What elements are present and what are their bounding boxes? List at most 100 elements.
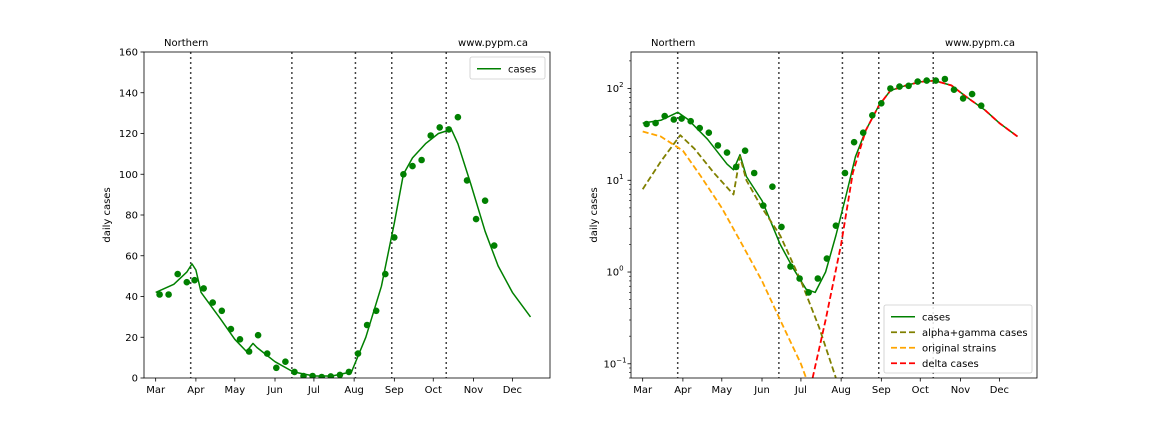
data-point-4 [678, 115, 685, 122]
data-point-26 [878, 100, 885, 107]
data-point-0 [156, 291, 163, 298]
data-point-35 [959, 95, 967, 102]
y-tick-label: 100 [119, 170, 138, 181]
data-point-22 [354, 350, 362, 357]
data-point-28 [896, 83, 903, 90]
data-point-24 [859, 129, 867, 136]
data-point-34 [950, 86, 958, 93]
data-point-13 [760, 202, 767, 209]
data-point-15 [778, 223, 785, 231]
x-tick-label: Jun [753, 385, 770, 396]
data-point-19 [814, 275, 822, 282]
y-tick-label: 102 [606, 81, 623, 95]
x-tick-label: Oct [912, 385, 929, 396]
data-point-27 [887, 85, 894, 92]
data-point-1 [165, 291, 172, 298]
x-tick-label: Aug [831, 385, 851, 396]
x-tick-label: Jul [794, 385, 807, 396]
y-axis-label: daily cases [589, 187, 600, 242]
x-tick-label: Nov [951, 385, 971, 396]
data-point-9 [236, 336, 244, 343]
y-tick-label: 160 [119, 48, 138, 59]
x-tick-label: Sep [385, 385, 404, 396]
data-point-5 [687, 117, 694, 125]
data-point-27 [400, 171, 407, 178]
data-point-24 [372, 307, 380, 315]
data-point-31 [436, 124, 444, 131]
data-point-8 [227, 325, 235, 333]
data-point-1 [652, 119, 659, 127]
data-point-7 [705, 129, 713, 136]
data-point-18 [318, 373, 325, 378]
data-point-11 [741, 147, 749, 154]
data-point-13 [273, 364, 280, 372]
x-tick-label: Sep [872, 385, 891, 396]
x-tick-label: Mar [633, 385, 653, 396]
x-tick-label: Dec [990, 385, 1009, 396]
data-point-11 [254, 331, 262, 339]
data-point-16 [300, 372, 307, 378]
log-chart: Mar Apr May Jun Jul Aug Sep Oct Nov Dec 10−1 100 101… [589, 38, 1038, 396]
legend: cases alpha+gamma cases original strains de… [883, 304, 1033, 374]
y-tick-label: 40 [125, 292, 138, 303]
data-point-37 [977, 102, 985, 109]
plot-area [641, 75, 1019, 378]
y-tick-label: 0 [132, 374, 138, 385]
legend-label: delta cases [922, 359, 979, 370]
data-point-36 [968, 90, 976, 98]
y-tick-label: 60 [125, 251, 138, 262]
x-tick-label: Apr [187, 385, 205, 396]
legend-label: original strains [922, 343, 996, 354]
data-point-29 [418, 156, 425, 164]
website-label: www.pypm.ca [458, 38, 528, 49]
data-point-25 [869, 112, 876, 119]
data-point-18 [805, 289, 812, 296]
data-point-12 [750, 169, 758, 177]
x-tick-label: Aug [344, 385, 364, 396]
data-point-6 [696, 124, 703, 132]
data-point-14 [282, 358, 289, 366]
x-tick-label: Dec [503, 385, 522, 396]
website-label: www.pypm.ca [945, 38, 1015, 49]
x-tick-label: Jun [266, 385, 283, 396]
y-axis-label: daily cases [102, 187, 113, 242]
data-point-35 [472, 215, 480, 223]
legend-box [469, 56, 546, 80]
data-point-29 [905, 82, 912, 90]
data-point-14 [769, 183, 776, 190]
series-line-original-strains [642, 130, 807, 378]
linear-chart: Mar Apr May Jun Jul Aug Sep Oct Nov Dec 0 20 40 60 80 1… [102, 38, 551, 396]
data-point-32 [932, 77, 940, 84]
data-point-20 [336, 371, 344, 378]
data-point-9 [723, 149, 731, 156]
legend-box [883, 304, 1033, 374]
legend: cases [469, 56, 546, 80]
data-point-33 [454, 113, 462, 121]
data-point-23 [363, 321, 371, 329]
data-point-10 [732, 163, 740, 171]
data-point-23 [850, 138, 858, 146]
data-point-20 [823, 255, 831, 262]
y-tick-label: 101 [606, 173, 623, 187]
axes-frame [630, 51, 1038, 379]
data-point-32 [445, 126, 453, 133]
y-tick-label: 140 [119, 88, 138, 99]
x-tick-label: Jul [307, 385, 320, 396]
data-point-21 [345, 368, 353, 376]
legend-label: cases [508, 64, 536, 75]
data-point-22 [841, 169, 849, 177]
data-point-31 [923, 77, 930, 84]
x-tick-label: Nov [464, 385, 484, 396]
y-tick-label: 120 [119, 129, 138, 140]
data-point-36 [481, 197, 489, 204]
y-tick-label: 20 [125, 333, 138, 344]
data-point-2 [174, 270, 181, 278]
data-point-33 [941, 75, 949, 83]
data-point-3 [183, 278, 191, 286]
data-point-28 [409, 162, 416, 170]
data-point-3 [670, 116, 678, 123]
data-point-4 [191, 276, 198, 284]
data-point-15 [291, 368, 298, 376]
series-line-alpha-gamma-cases [641, 134, 837, 378]
region-title: Northern [651, 38, 695, 49]
